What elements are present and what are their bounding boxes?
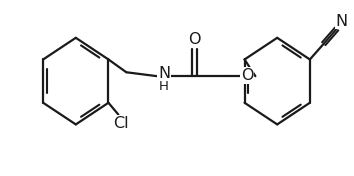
Text: H: H: [159, 80, 169, 93]
Text: O: O: [241, 68, 254, 83]
Text: Cl: Cl: [114, 116, 129, 131]
Text: N: N: [158, 66, 170, 81]
Text: O: O: [189, 32, 201, 47]
Text: N: N: [336, 14, 348, 29]
